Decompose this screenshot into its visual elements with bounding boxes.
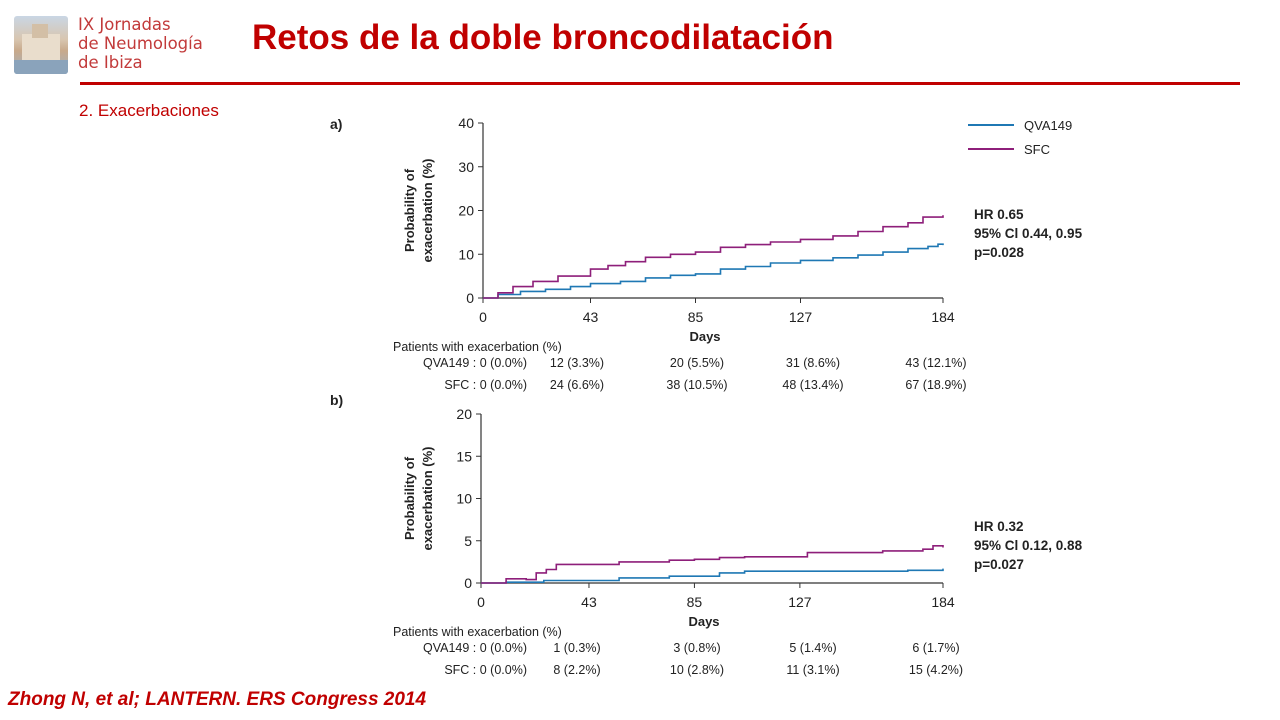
logo-line-3: de Ibiza [78, 53, 143, 72]
panel-b-x-tick-label: 127 [788, 594, 812, 610]
panel-b-table-cell: 3 (0.8%) [673, 641, 720, 655]
panel-b-y-tick-label: 5 [464, 533, 472, 549]
panel-b-table-cell: 5 (1.4%) [789, 641, 836, 655]
panel-a-y-tick-label: 0 [466, 290, 474, 306]
panel-a-y-axis-title: Probability of [402, 168, 417, 252]
panel-b-table-cell: 6 (1.7%) [912, 641, 959, 655]
panel-b-table-title: Patients with exacerbation (%) [393, 625, 562, 639]
panel-a-table-title: Patients with exacerbation (%) [393, 340, 562, 354]
panel-a-x-tick-label: 127 [789, 309, 813, 325]
panel-a-table-cell: 20 (5.5%) [670, 356, 724, 370]
panel-b-y-axis-title: exacerbation (%) [420, 446, 435, 550]
panel-a-y-tick-label: 20 [458, 203, 474, 219]
panel-a-y-tick-label: 40 [458, 115, 474, 131]
panel-b-x-tick-label: 184 [931, 594, 955, 610]
panel-a-table-cell: 12 (3.3%) [550, 356, 604, 370]
panel-b-stat-annotation: HR 0.32 [974, 519, 1024, 534]
panel-b-x-tick-label: 85 [687, 594, 703, 610]
panel-a-series-qva149-line [483, 243, 944, 299]
panel-a-x-tick-label: 0 [479, 309, 487, 325]
panel-a-table-cell: 67 (18.9%) [905, 378, 966, 392]
panel-a-table-cell: 31 (8.6%) [786, 356, 840, 370]
logo-text: IX Jornadas de Neumología de Ibiza [78, 15, 203, 72]
panel-a-y-tick-label: 30 [458, 159, 474, 175]
panel-a-stat-annotation: p=0.028 [974, 245, 1024, 260]
panel-a-y-axis-title: exacerbation (%) [420, 158, 435, 262]
panel-a-x-axis-title: Days [689, 329, 720, 344]
panel-a-series-sfc-line [483, 215, 944, 299]
panel-b-y-tick-label: 20 [456, 406, 472, 422]
panel-a-table-cell: 38 (10.5%) [666, 378, 727, 392]
panel-a-stat-annotation: HR 0.65 [974, 207, 1024, 222]
panel-a-y-tick-label: 10 [458, 246, 474, 262]
panel-a-table-row-label: SFC : 0 (0.0%) [444, 378, 527, 392]
panel-a-table-cell: 48 (13.4%) [782, 378, 843, 392]
panel-b-x-tick-label: 43 [581, 594, 597, 610]
panel-b-series-qva149-line [481, 568, 944, 584]
panel-b-y-tick-label: 10 [456, 491, 472, 507]
panel-b-x-tick-label: 0 [477, 594, 485, 610]
panel-b-y-axis-title: Probability of [402, 456, 417, 540]
panel-b-x-axis-title: Days [688, 614, 719, 629]
panel-b-y-tick-label: 0 [464, 575, 472, 591]
congress-logo: IX Jornadas de Neumología de Ibiza [12, 14, 240, 76]
panel-a-x-tick-label: 43 [583, 309, 599, 325]
title-divider [80, 82, 1240, 85]
legend-label-sfc: SFC [1024, 142, 1050, 157]
panel-b-table-cell: 11 (3.1%) [786, 663, 839, 677]
panel-b-stat-annotation: p=0.027 [974, 557, 1024, 572]
panel-b-stat-annotation: 95% Cl 0.12, 0.88 [974, 538, 1083, 553]
panel-a-x-tick-label: 184 [931, 309, 955, 325]
logo-line-1: IX Jornadas [78, 15, 171, 34]
ibiza-photo-thumbnail [14, 16, 68, 74]
panel-b-label: b) [330, 392, 343, 408]
panel-b-table-cell: 8 (2.2%) [553, 663, 600, 677]
panel-b-series-sfc-line [481, 545, 944, 584]
slide-title: Retos de la doble broncodilatación [252, 18, 834, 57]
section-label: 2. Exacerbaciones [79, 101, 219, 120]
panel-b-table-cell: 10 (2.8%) [670, 663, 724, 677]
legend-label-qva149: QVA149 [1024, 118, 1072, 133]
panel-b-y-tick-label: 15 [456, 448, 472, 464]
panel-b-table-cell: 15 (4.2%) [909, 663, 963, 677]
panel-b-table-cell: 1 (0.3%) [553, 641, 600, 655]
citation: Zhong N, et al; LANTERN. ERS Congress 20… [8, 689, 427, 710]
panel-a-table-cell: 43 (12.1%) [905, 356, 966, 370]
panel-b-table-row-label: SFC : 0 (0.0%) [444, 663, 527, 677]
panel-a-table-cell: 24 (6.6%) [550, 378, 604, 392]
logo-line-2: de Neumología [78, 34, 203, 53]
panel-a-stat-annotation: 95% Cl 0.44, 0.95 [974, 226, 1083, 241]
panel-b-table-row-label: QVA149 : 0 (0.0%) [423, 641, 527, 655]
panel-a-table-row-label: QVA149 : 0 (0.0%) [423, 356, 527, 370]
panel-a-x-tick-label: 85 [688, 309, 704, 325]
panel-a-label: a) [330, 116, 342, 132]
